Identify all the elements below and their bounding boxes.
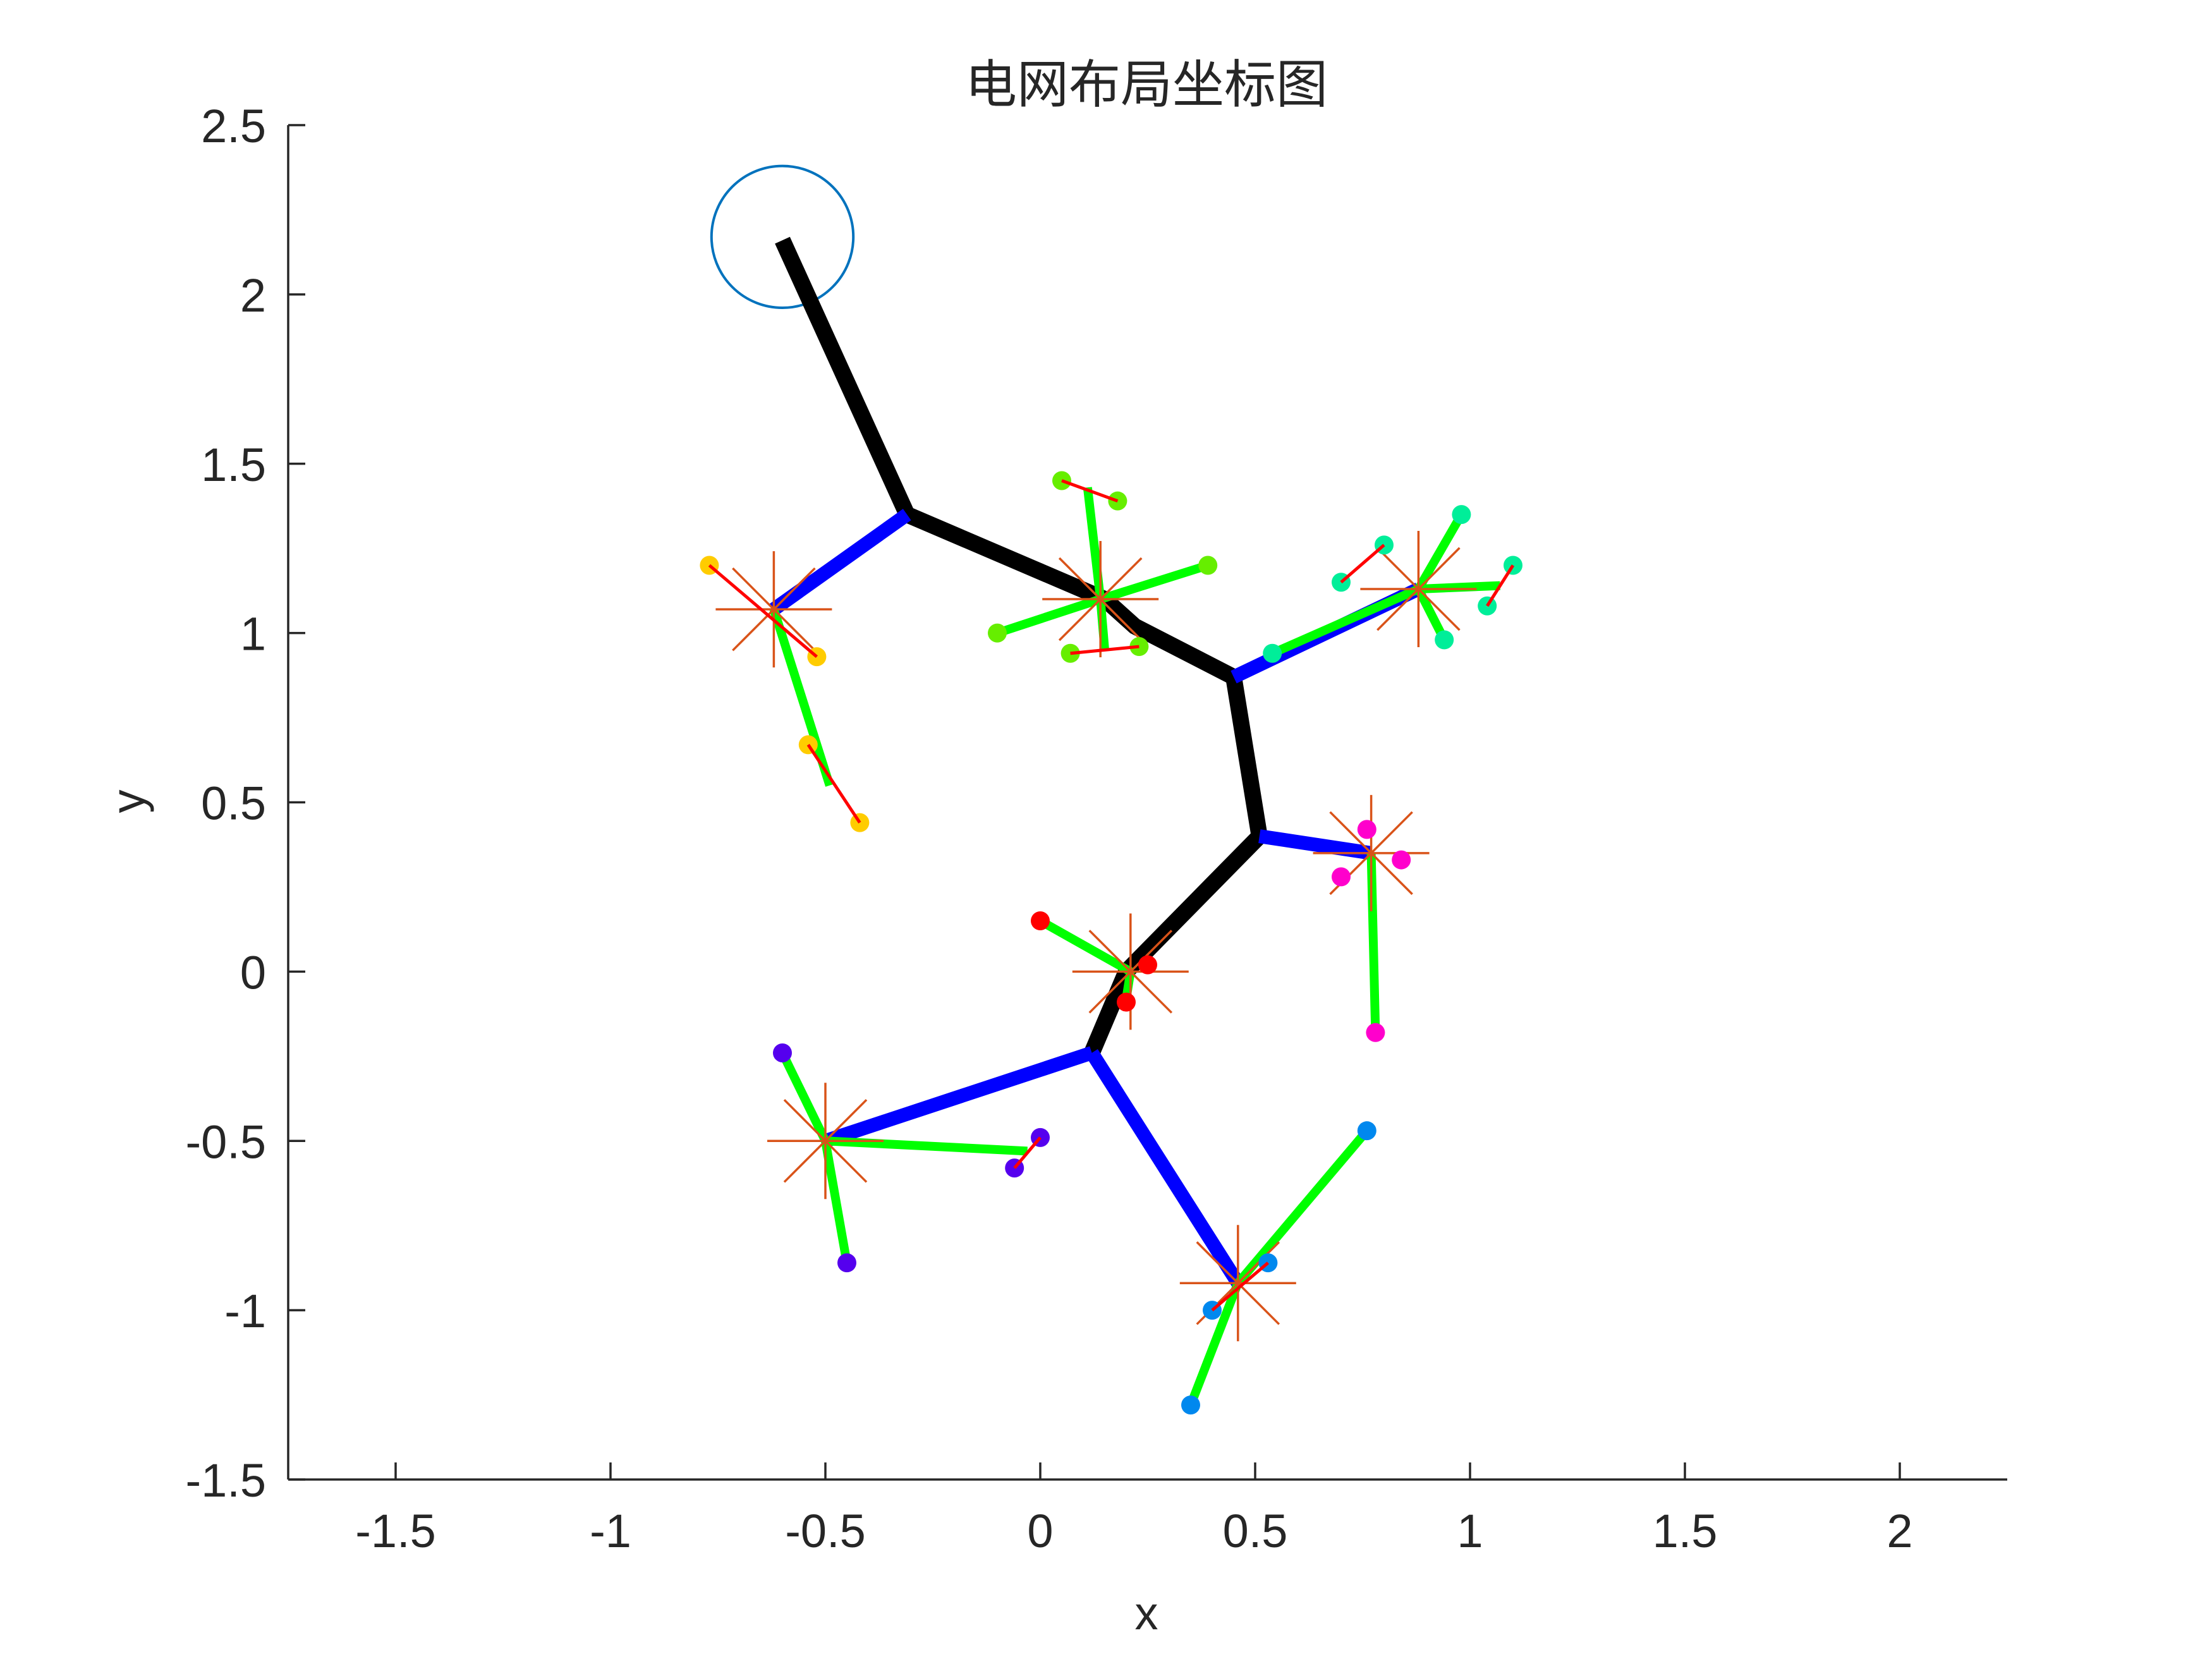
feeder-line-1 xyxy=(1083,487,1105,600)
y-tick-label: 1 xyxy=(240,608,266,660)
node-point-6 xyxy=(1129,637,1149,657)
x-axis-label: x xyxy=(1135,1587,1158,1639)
cluster-7 xyxy=(1179,1121,1376,1415)
center-star-stroke xyxy=(1088,930,1173,1014)
y-tick-label: -1.5 xyxy=(185,1454,266,1507)
feeder-line-3 xyxy=(821,1140,851,1264)
y-tick-label: 2.5 xyxy=(201,100,266,152)
plot-area xyxy=(700,164,1522,1415)
center-star-stroke xyxy=(1058,557,1143,641)
cluster-2 xyxy=(988,471,1218,663)
branch-line-3 xyxy=(1258,829,1373,860)
feeder-line-1 xyxy=(1414,512,1466,592)
node-point-2 xyxy=(1332,867,1351,887)
pair-link-2 xyxy=(1486,564,1515,607)
y-tick-label: 1.5 xyxy=(201,439,266,491)
node-point-1 xyxy=(773,1043,792,1062)
feeder-line-4 xyxy=(1270,585,1421,658)
y-tick-label: -0.5 xyxy=(185,1115,266,1168)
feeder-line-2 xyxy=(1414,586,1449,642)
node-point-1 xyxy=(1357,820,1376,839)
node-point-2 xyxy=(1138,955,1157,975)
cluster-1 xyxy=(700,551,870,832)
cluster-4 xyxy=(1313,794,1430,1042)
y-tick-label: -1 xyxy=(224,1285,266,1337)
y-tick-label: 2 xyxy=(240,269,266,322)
node-point-3 xyxy=(1117,992,1136,1012)
feeder-line-1 xyxy=(1234,1127,1371,1286)
pair-link-1 xyxy=(708,564,818,659)
cluster-3 xyxy=(1263,505,1522,663)
node-point-3 xyxy=(1198,556,1218,575)
pair-link-1 xyxy=(1211,1261,1270,1312)
node-point-4 xyxy=(837,1253,856,1273)
feeder-line-1 xyxy=(778,1050,830,1143)
x-tick-label: 1 xyxy=(1457,1505,1483,1557)
node-point-1 xyxy=(1452,505,1471,525)
branch-line-5 xyxy=(1086,1049,1244,1287)
pair-link-1 xyxy=(1340,544,1385,584)
source-circle xyxy=(710,164,855,309)
node-point-3 xyxy=(1392,850,1411,870)
feeder-line-2 xyxy=(1186,1281,1243,1407)
x-tick-label: -1 xyxy=(590,1505,631,1557)
node-point-4 xyxy=(988,623,1007,643)
node-point-1 xyxy=(1357,1121,1376,1141)
branch-line-1 xyxy=(770,509,911,616)
feeder-line-1 xyxy=(769,608,834,787)
feeder-line-1 xyxy=(1038,916,1133,976)
chart-title: 电网布局坐标图 xyxy=(965,56,1328,114)
x-tick-label: 1.5 xyxy=(1653,1505,1718,1557)
cluster-5 xyxy=(1031,911,1189,1030)
x-tick-label: -1.5 xyxy=(355,1505,436,1557)
feeder-line-2 xyxy=(825,1136,1028,1156)
x-tick-label: 0.5 xyxy=(1223,1505,1288,1557)
y-axis-label: y xyxy=(102,790,154,813)
feeder-line-3 xyxy=(995,595,1102,638)
feeder-line-2 xyxy=(1099,561,1210,604)
node-point-7 xyxy=(1263,643,1282,663)
x-tick-label: 0 xyxy=(1027,1505,1053,1557)
node-point-4 xyxy=(1366,1023,1385,1042)
y-tick-label: 0.5 xyxy=(201,777,266,830)
center-star-stroke xyxy=(732,567,816,652)
x-tick-label: -0.5 xyxy=(785,1505,866,1557)
center-star-stroke xyxy=(1376,547,1461,631)
node-point-6 xyxy=(1435,630,1454,650)
node-point-4 xyxy=(1181,1395,1200,1415)
axes: -1.5 -1 -0.5 0 0.5 1 1.5 2 2.5 2 1.5 1 0.5 0 -0.5 -1 -1.… xyxy=(185,100,2007,1557)
branch-line-4 xyxy=(823,1046,1095,1148)
pair-link-1 xyxy=(1061,479,1119,503)
x-tick-label: 2 xyxy=(1887,1505,1912,1557)
pair-link-1 xyxy=(1013,1136,1042,1169)
node-point-1 xyxy=(1031,911,1050,931)
pair-link-2 xyxy=(806,744,861,824)
trunk-line xyxy=(775,236,1268,1057)
cluster-6 xyxy=(767,1043,1050,1273)
pair-link-2 xyxy=(1070,645,1139,655)
center-star-stroke xyxy=(783,1098,868,1183)
y-tick-label: 0 xyxy=(240,946,266,999)
